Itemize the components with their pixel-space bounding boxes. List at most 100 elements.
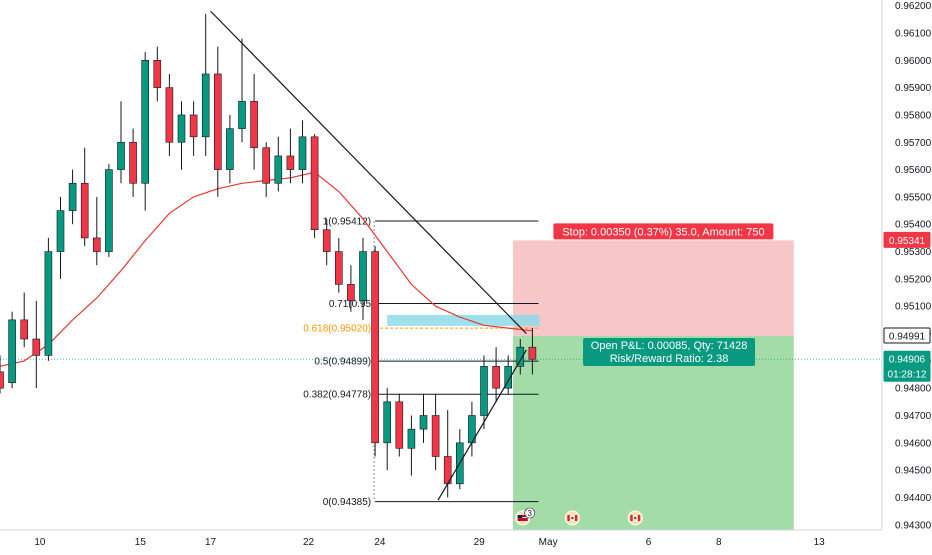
candle[interactable] (274, 136, 283, 192)
fib-level-label: 0(0.94385) (323, 497, 371, 508)
stop-loss-zone[interactable] (513, 240, 794, 336)
candle[interactable] (44, 237, 53, 361)
us-flag-icon[interactable]: 3 (515, 507, 536, 526)
candle[interactable] (359, 237, 367, 320)
candle-body (117, 141, 125, 170)
candle[interactable] (395, 393, 404, 457)
candle[interactable] (117, 101, 125, 184)
candle[interactable] (165, 73, 174, 156)
price-tick-label: 0.94600 (895, 438, 932, 449)
candle[interactable] (504, 355, 513, 394)
candle[interactable] (226, 114, 234, 184)
candle[interactable] (189, 101, 198, 156)
event-count-badge: 3 (527, 509, 532, 518)
candle[interactable] (129, 128, 137, 197)
fib-level-label: 0.71(0.95 (329, 299, 372, 310)
candle[interactable] (32, 300, 41, 389)
candle[interactable] (371, 246, 379, 457)
candle[interactable] (0, 355, 4, 394)
price-badge-text: 01:28:12 (888, 370, 927, 381)
candle[interactable] (480, 355, 488, 430)
candle[interactable] (80, 147, 89, 247)
candle[interactable] (262, 142, 271, 197)
stop-label-text: Stop: 0.00350 (0.37%) 35.0, Amount: 750 (562, 226, 764, 238)
candle-body (347, 284, 355, 302)
candle-body (516, 346, 525, 367)
price-badge-box (883, 231, 931, 248)
candle-body (93, 237, 101, 252)
price-tick-label: 0.96000 (895, 56, 932, 67)
candle-body (129, 141, 137, 184)
candle[interactable] (492, 347, 500, 402)
candle[interactable] (250, 73, 258, 170)
maple-leaf (571, 516, 574, 520)
candle[interactable] (238, 38, 246, 143)
fib-zone-band[interactable] (387, 314, 540, 326)
date-tick-label: 22 (303, 537, 315, 548)
candle[interactable] (322, 218, 331, 266)
candle-body (105, 169, 113, 252)
candle[interactable] (201, 13, 210, 156)
candle-body (44, 251, 53, 356)
price-tick-label: 0.94300 (895, 520, 932, 531)
price-tick-label: 0.94500 (895, 466, 932, 477)
take-profit-zone[interactable] (513, 335, 794, 530)
candle-body (310, 136, 319, 231)
candle-body (528, 346, 537, 360)
candle[interactable] (8, 311, 16, 389)
price-tick-label: 0.95100 (895, 302, 932, 313)
candle[interactable] (141, 52, 149, 211)
price-badge-text: 0.95341 (889, 236, 926, 247)
candle[interactable] (153, 46, 162, 102)
date-tick-label: 17 (205, 537, 217, 548)
stop-label-box (553, 223, 774, 240)
price-badge-box (883, 365, 931, 382)
price-badge-text: 0.94906 (889, 355, 926, 366)
candle[interactable] (68, 169, 77, 225)
candle-body (177, 114, 186, 143)
candle[interactable] (528, 328, 537, 375)
price-badge: 0.94991 (883, 327, 931, 344)
candle[interactable] (177, 101, 186, 170)
support-trendline[interactable] (437, 349, 527, 501)
candle[interactable] (383, 388, 392, 471)
candle[interactable] (105, 164, 113, 258)
price-badge-text: 0.94991 (889, 331, 926, 342)
canada-flag-icon[interactable] (627, 510, 643, 526)
candle-body (419, 415, 428, 430)
candle-body (431, 415, 440, 457)
candle[interactable] (419, 393, 428, 443)
candle[interactable] (347, 265, 355, 312)
canada-flag-icon[interactable] (564, 510, 580, 526)
date-tick-label: 6 (646, 537, 652, 548)
candle-body (504, 366, 513, 389)
candle[interactable] (214, 46, 222, 197)
maple-leaf (633, 516, 637, 520)
fib-level-label: 0.618(0.95020) (303, 324, 371, 335)
candle[interactable] (334, 237, 343, 293)
candle[interactable] (20, 292, 29, 348)
candle[interactable] (431, 393, 440, 471)
candle-body (0, 371, 4, 389)
candle[interactable] (516, 339, 525, 375)
date-tick-label: 10 (34, 537, 46, 548)
date-tick-label: 29 (474, 537, 486, 548)
candle[interactable] (286, 128, 295, 184)
price-tick-label: 0.95500 (895, 192, 932, 203)
candle-body (286, 155, 295, 170)
flag-left-band (567, 515, 570, 521)
candle[interactable] (407, 415, 416, 476)
fib-level-label: 0.5(0.94899) (314, 357, 371, 368)
price-badge: 01:28:12 (883, 365, 931, 382)
candle[interactable] (93, 196, 101, 266)
candle-body (262, 147, 271, 184)
candle[interactable] (298, 120, 307, 184)
candle[interactable] (310, 134, 319, 238)
pnl-label-box (583, 337, 756, 366)
candle-body (68, 182, 77, 211)
resistance-trendline[interactable] (210, 10, 527, 334)
candle[interactable] (56, 196, 65, 279)
candle-body (20, 319, 29, 340)
